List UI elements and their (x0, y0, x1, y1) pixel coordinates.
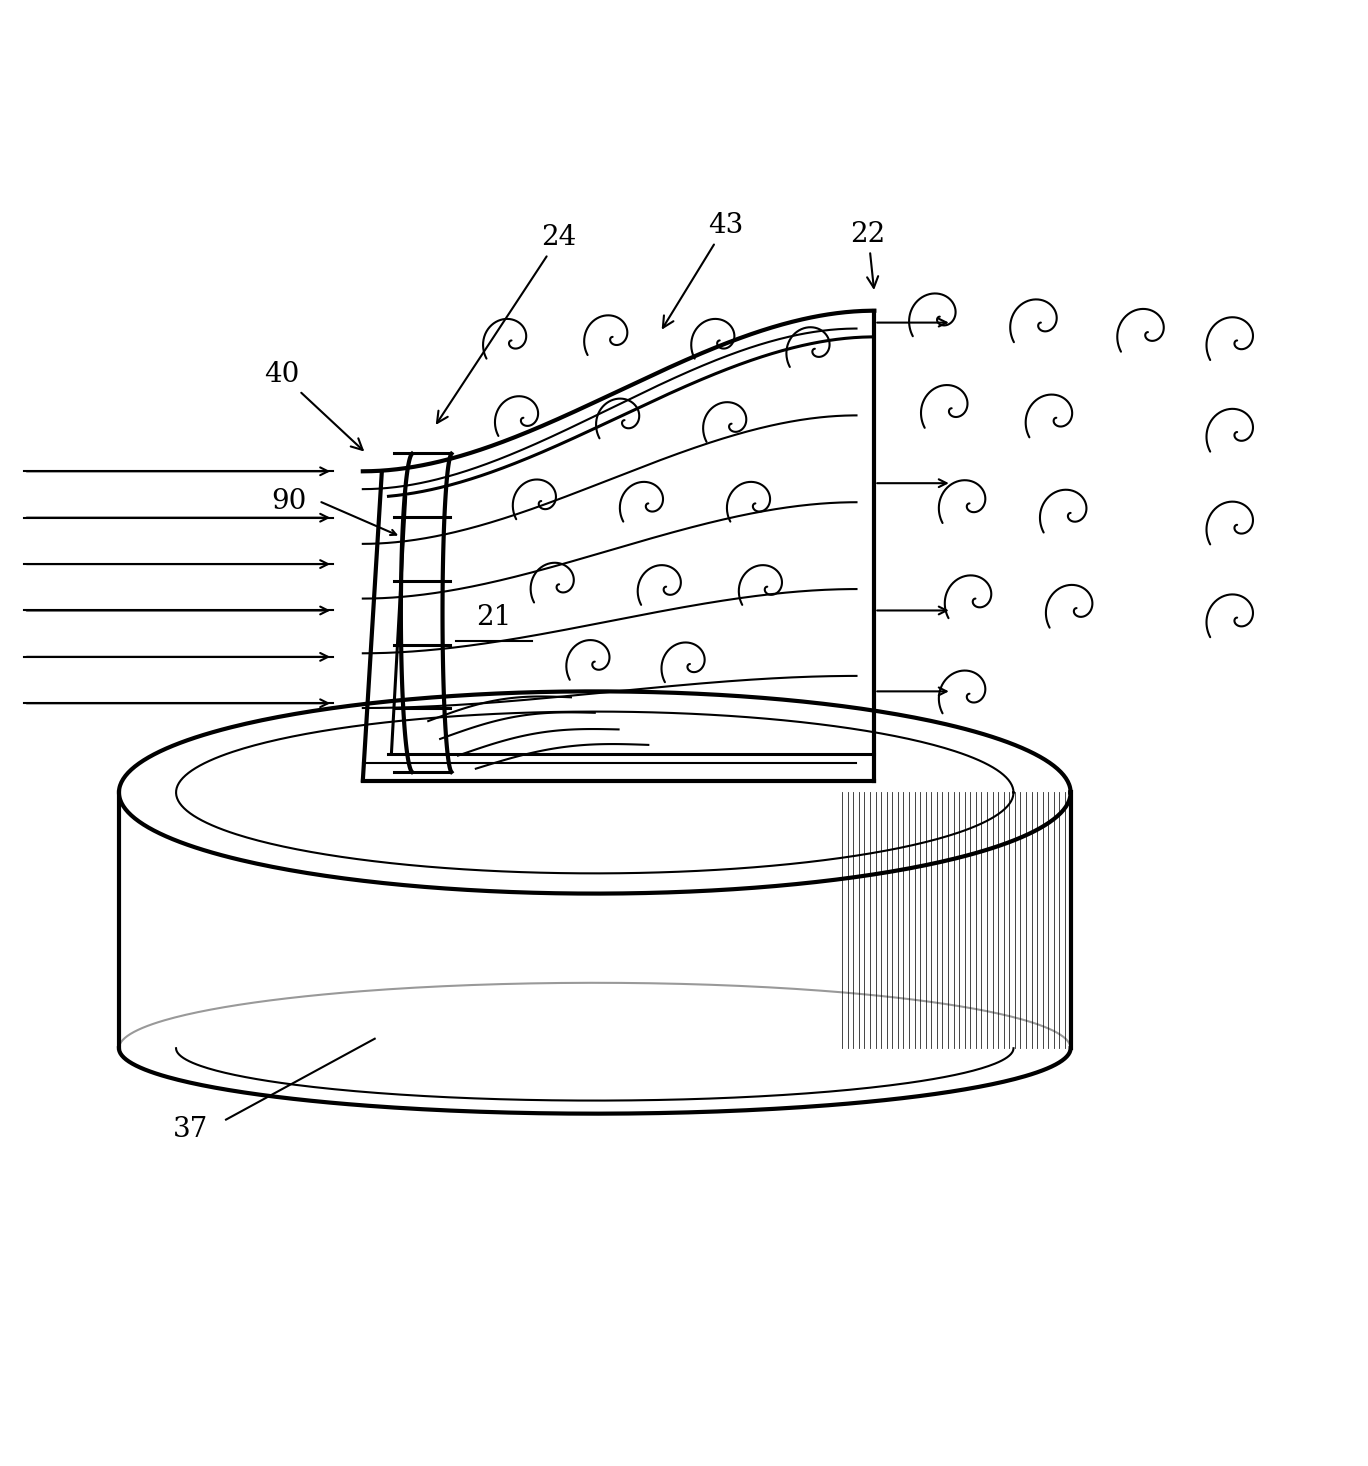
Text: 24: 24 (436, 224, 576, 424)
Text: 22: 22 (851, 221, 886, 287)
Text: 43: 43 (663, 213, 743, 328)
Text: 90: 90 (271, 488, 306, 515)
Text: 21: 21 (476, 604, 512, 630)
Text: 37: 37 (172, 1116, 208, 1142)
Text: 40: 40 (264, 361, 363, 450)
